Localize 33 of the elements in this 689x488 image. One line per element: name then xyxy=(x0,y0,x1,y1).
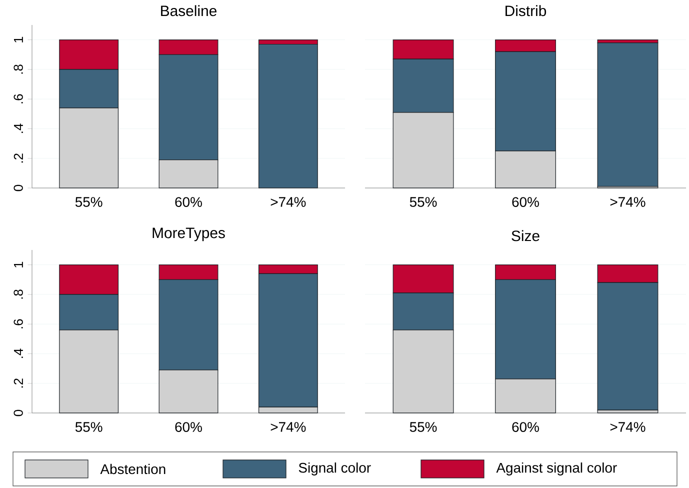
y-tick-label: .6 xyxy=(14,94,23,104)
legend-label: Abstention xyxy=(100,464,166,474)
y-tick-label: .2 xyxy=(14,154,23,163)
chart-title: Distrib xyxy=(506,5,546,16)
chart-title: MoreTypes xyxy=(152,228,225,242)
y-tick-label: .2 xyxy=(14,378,23,388)
y-tick-label: 0 xyxy=(14,410,23,416)
y-tick-label: 0 xyxy=(14,184,23,192)
x-tick-label: >74% xyxy=(270,197,306,207)
legend-label: Signal color xyxy=(298,462,371,476)
x-tick-label: 60% xyxy=(512,197,539,207)
y-tick-label: .4 xyxy=(14,124,23,133)
y-tick-label: .6 xyxy=(14,319,23,328)
y-tick-label: .8 xyxy=(14,64,23,74)
x-tick-label: 60% xyxy=(175,197,202,207)
x-tick-label: 60% xyxy=(512,422,539,432)
y-tick-label: 1 xyxy=(14,262,23,268)
x-tick-label: >74% xyxy=(610,197,646,207)
chart-title: Baseline xyxy=(161,5,216,16)
y-tick-label: .8 xyxy=(14,290,23,299)
legend-label: Against signal color xyxy=(496,462,617,476)
y-tick-label: 1 xyxy=(14,36,23,42)
bar xyxy=(597,42,658,187)
x-tick-label: >74% xyxy=(610,422,646,432)
x-tick-label: 55% xyxy=(75,422,102,432)
x-tick-label: 60% xyxy=(175,422,202,432)
x-tick-label: 55% xyxy=(410,197,437,207)
x-tick-label: 55% xyxy=(75,197,102,207)
x-tick-label: 55% xyxy=(410,422,437,432)
y-tick-label: .4 xyxy=(14,348,23,358)
chart-title: Size xyxy=(512,230,540,242)
bar xyxy=(258,44,318,188)
x-tick-label: >74% xyxy=(270,422,306,432)
